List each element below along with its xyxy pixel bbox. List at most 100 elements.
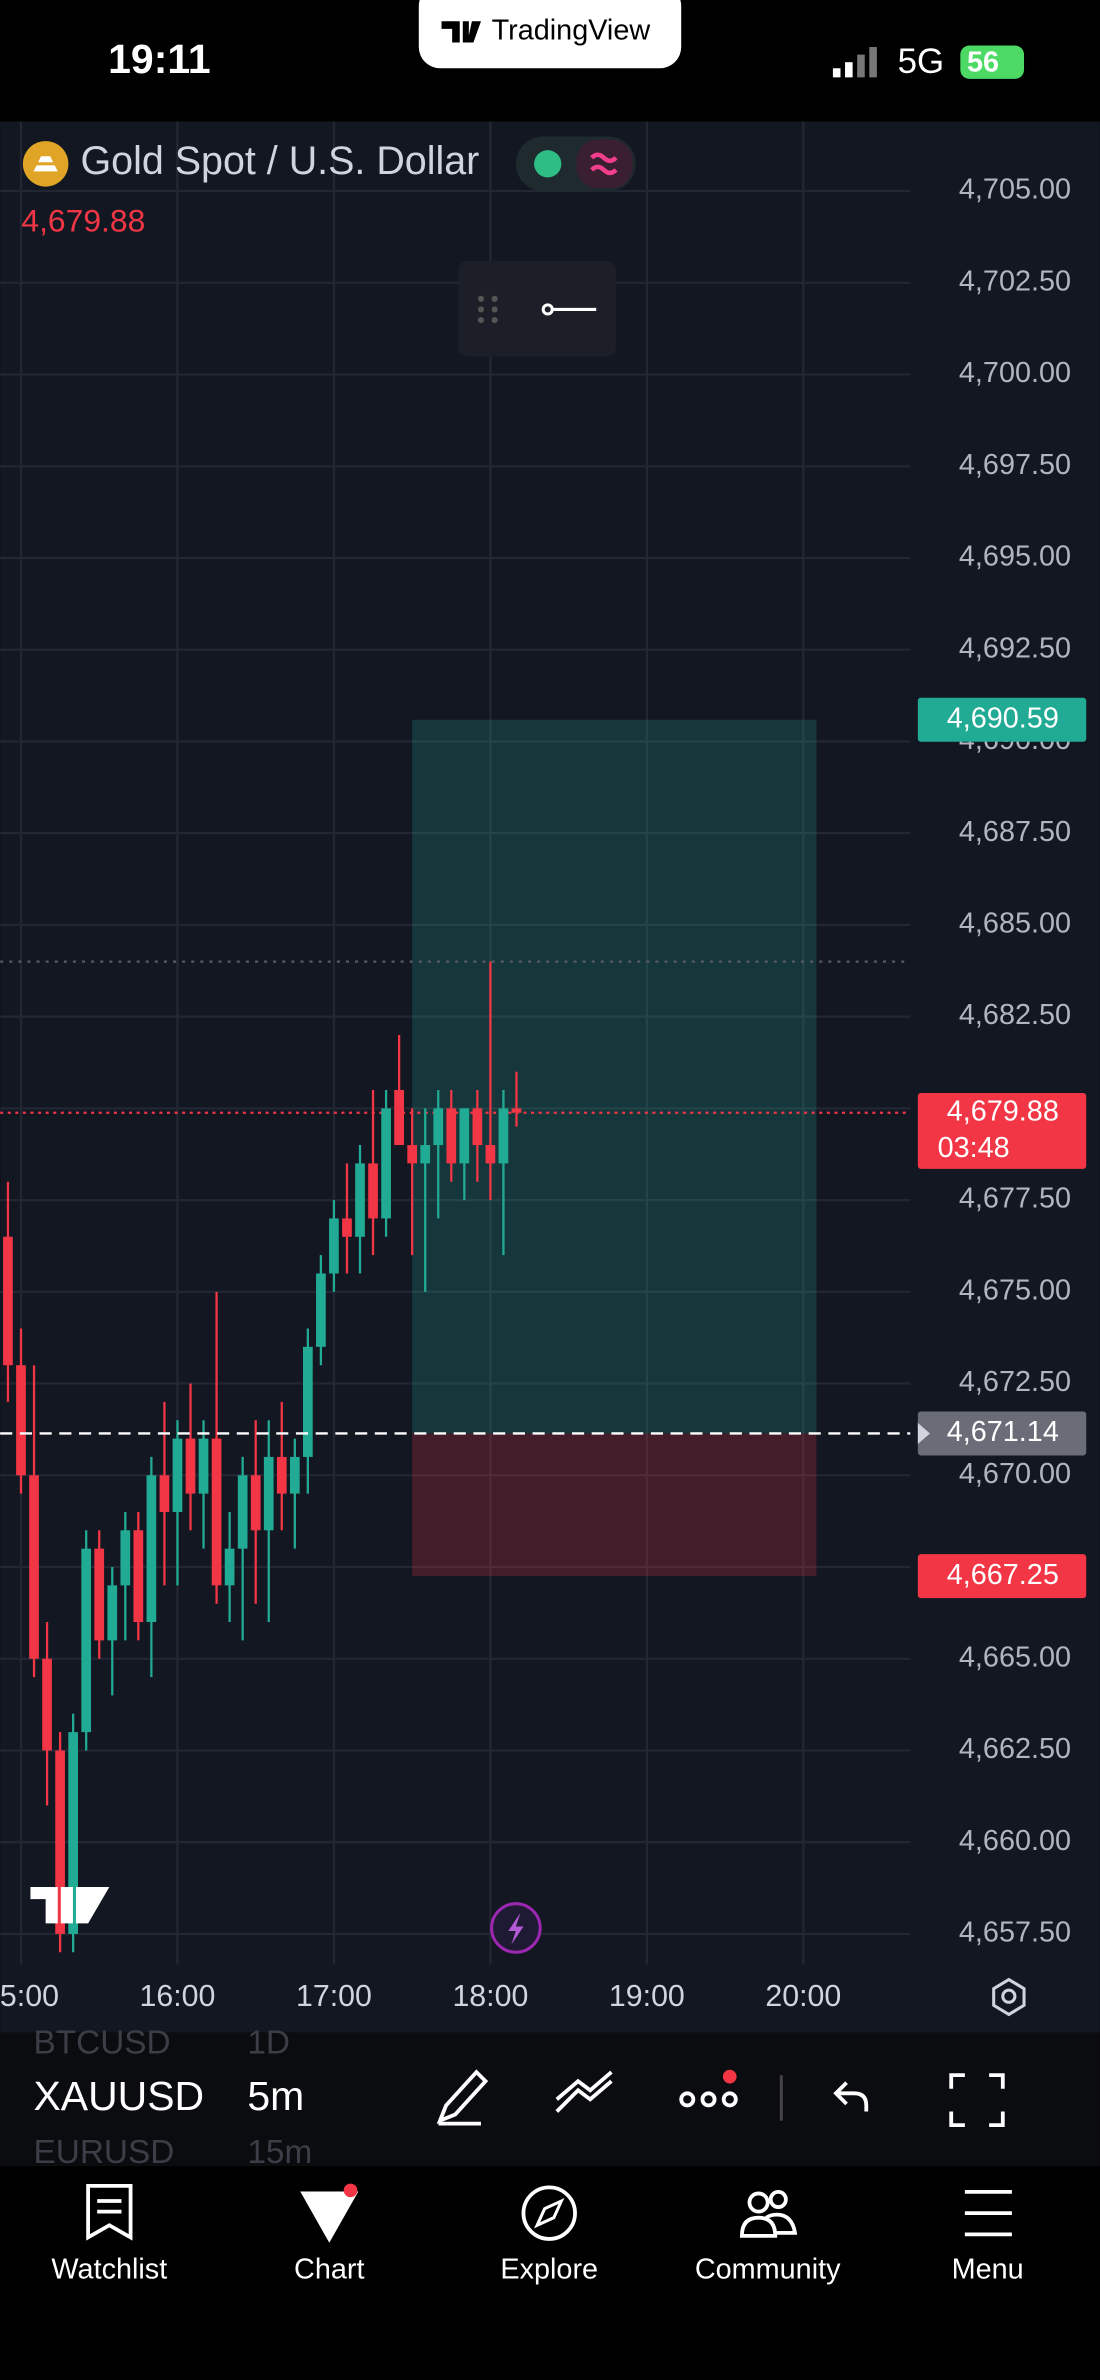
- symbol-option[interactable]: EURUSD: [33, 2134, 174, 2171]
- candle-body: [146, 1475, 157, 1623]
- candle-body: [3, 1236, 13, 1366]
- explore-needle: [534, 2197, 565, 2229]
- entry-label-text: 4,671.14: [947, 1416, 1059, 1448]
- draw-icon[interactable]: [436, 2069, 489, 2126]
- candle-body: [498, 1108, 509, 1164]
- drag-handle[interactable]: [477, 295, 498, 324]
- candle-body: [407, 1145, 418, 1164]
- candles: [3, 961, 522, 1953]
- y-tick-label: 4,662.50: [959, 1733, 1071, 1765]
- candle-body: [342, 1218, 352, 1237]
- stop-label-text: 4,667.25: [947, 1559, 1059, 1591]
- data-badge-icon: [590, 152, 618, 176]
- candle-body: [224, 1548, 235, 1586]
- line-tool[interactable]: [541, 303, 597, 316]
- y-tick-label: 4,700.00: [959, 357, 1071, 389]
- target-label: [917, 697, 1087, 742]
- y-tick-label: 4,670.00: [959, 1458, 1071, 1490]
- y-tick-label: 4,695.00: [959, 541, 1071, 573]
- chart-background: [0, 121, 1100, 2033]
- tab-label[interactable]: Community: [695, 2253, 841, 2285]
- candle-body: [446, 1108, 457, 1164]
- last-price-label: [917, 1093, 1087, 1169]
- tab-label[interactable]: Explore: [500, 2253, 598, 2285]
- candle-body: [211, 1438, 222, 1586]
- candle-body: [94, 1548, 105, 1641]
- chart-icon[interactable]: [300, 2191, 359, 2243]
- last-price-label-countdown: 03:48: [938, 1132, 1010, 1164]
- floating-toolbar[interactable]: [458, 260, 616, 357]
- symbol-select[interactable]: XAUUSD: [33, 2073, 204, 2119]
- candle-body: [133, 1530, 144, 1623]
- x-tick-label: 19:00: [609, 1980, 685, 2013]
- candle-body: [276, 1456, 287, 1494]
- loss-zone[interactable]: [412, 1433, 817, 1577]
- y-tick-label: 4,687.50: [959, 816, 1071, 848]
- tab-label[interactable]: Chart: [294, 2253, 364, 2285]
- entry-label: [917, 1411, 1087, 1456]
- tab-bar: [0, 2166, 1100, 2380]
- target-label-text: 4,690.59: [947, 702, 1059, 734]
- candle-body: [55, 1750, 65, 1934]
- app-name: TradingView: [492, 14, 651, 46]
- indicator-icon[interactable]: [555, 2070, 613, 2113]
- position-tool[interactable]: [412, 719, 817, 1577]
- time-axis: 15:00 16:00 17:00 18:00 19:00 20:00: [0, 1980, 841, 2013]
- y-tick-label: 4,685.00: [959, 908, 1071, 940]
- y-tick-label: 4,657.50: [959, 1917, 1071, 1949]
- candle-body: [250, 1475, 261, 1531]
- candle-body: [198, 1438, 209, 1494]
- settings-icon-center: [1001, 1988, 1017, 2004]
- menu-icon[interactable]: [964, 2190, 1012, 2237]
- community-head: [747, 2191, 770, 2214]
- candle-body: [16, 1365, 26, 1476]
- symbol-icon-bars: [33, 156, 58, 172]
- more-icon[interactable]: [679, 2091, 738, 2108]
- community-icon[interactable]: [739, 2212, 798, 2238]
- market-open-dot: [534, 150, 562, 178]
- x-tick-label: 20:00: [765, 1980, 841, 2013]
- candle-body: [289, 1456, 300, 1494]
- watermark-logo: [30, 1887, 110, 1924]
- fullscreen-icon[interactable]: [949, 2073, 1005, 2128]
- lightning-icon: [508, 1912, 524, 1945]
- y-tick-label: 4,692.50: [959, 632, 1071, 664]
- explore-icon[interactable]: [521, 2185, 577, 2241]
- candle-body: [302, 1346, 313, 1457]
- tab-label[interactable]: Watchlist: [51, 2253, 167, 2285]
- x-tick-label: 15:00: [0, 1980, 59, 2013]
- price-axis: 4,657.504,660.004,662.504,665.004,667.50…: [959, 174, 1071, 1949]
- symbol-option[interactable]: BTCUSD: [33, 2025, 170, 2062]
- toolbar: [0, 2032, 1100, 2167]
- candle-body: [368, 1163, 378, 1219]
- tab-label[interactable]: Menu: [952, 2253, 1024, 2285]
- y-tick-label: 4,705.00: [959, 174, 1071, 206]
- interval-option[interactable]: 1D: [247, 2025, 290, 2062]
- candle-body: [263, 1456, 274, 1531]
- candle-body: [329, 1218, 339, 1274]
- candle-body: [381, 1108, 391, 1219]
- candle-body: [316, 1273, 326, 1347]
- watchlist-icon[interactable]: [86, 2183, 133, 2241]
- y-tick-label: 4,682.50: [959, 999, 1071, 1031]
- x-tick-label: 17:00: [296, 1980, 372, 2013]
- interval-select[interactable]: 5m: [247, 2073, 304, 2119]
- interval-option[interactable]: 15m: [247, 2134, 312, 2171]
- battery-level: 56: [967, 46, 999, 78]
- candle-body: [107, 1585, 118, 1641]
- settings-icon[interactable]: [992, 1977, 1026, 2017]
- symbol-title[interactable]: Gold Spot / U.S. Dollar: [81, 139, 480, 183]
- header-price: 4,679.88: [21, 202, 145, 238]
- undo-icon[interactable]: [833, 2081, 869, 2112]
- candle-body: [433, 1108, 444, 1146]
- profit-zone[interactable]: [412, 719, 817, 1434]
- candle-body: [29, 1475, 39, 1659]
- community-head: [768, 2190, 788, 2209]
- candle-body: [42, 1658, 52, 1751]
- candle-body: [394, 1090, 404, 1146]
- app-pill: [418, 0, 682, 69]
- candle-body: [120, 1530, 131, 1586]
- candle-body: [485, 1145, 496, 1164]
- app-logo: [441, 21, 481, 43]
